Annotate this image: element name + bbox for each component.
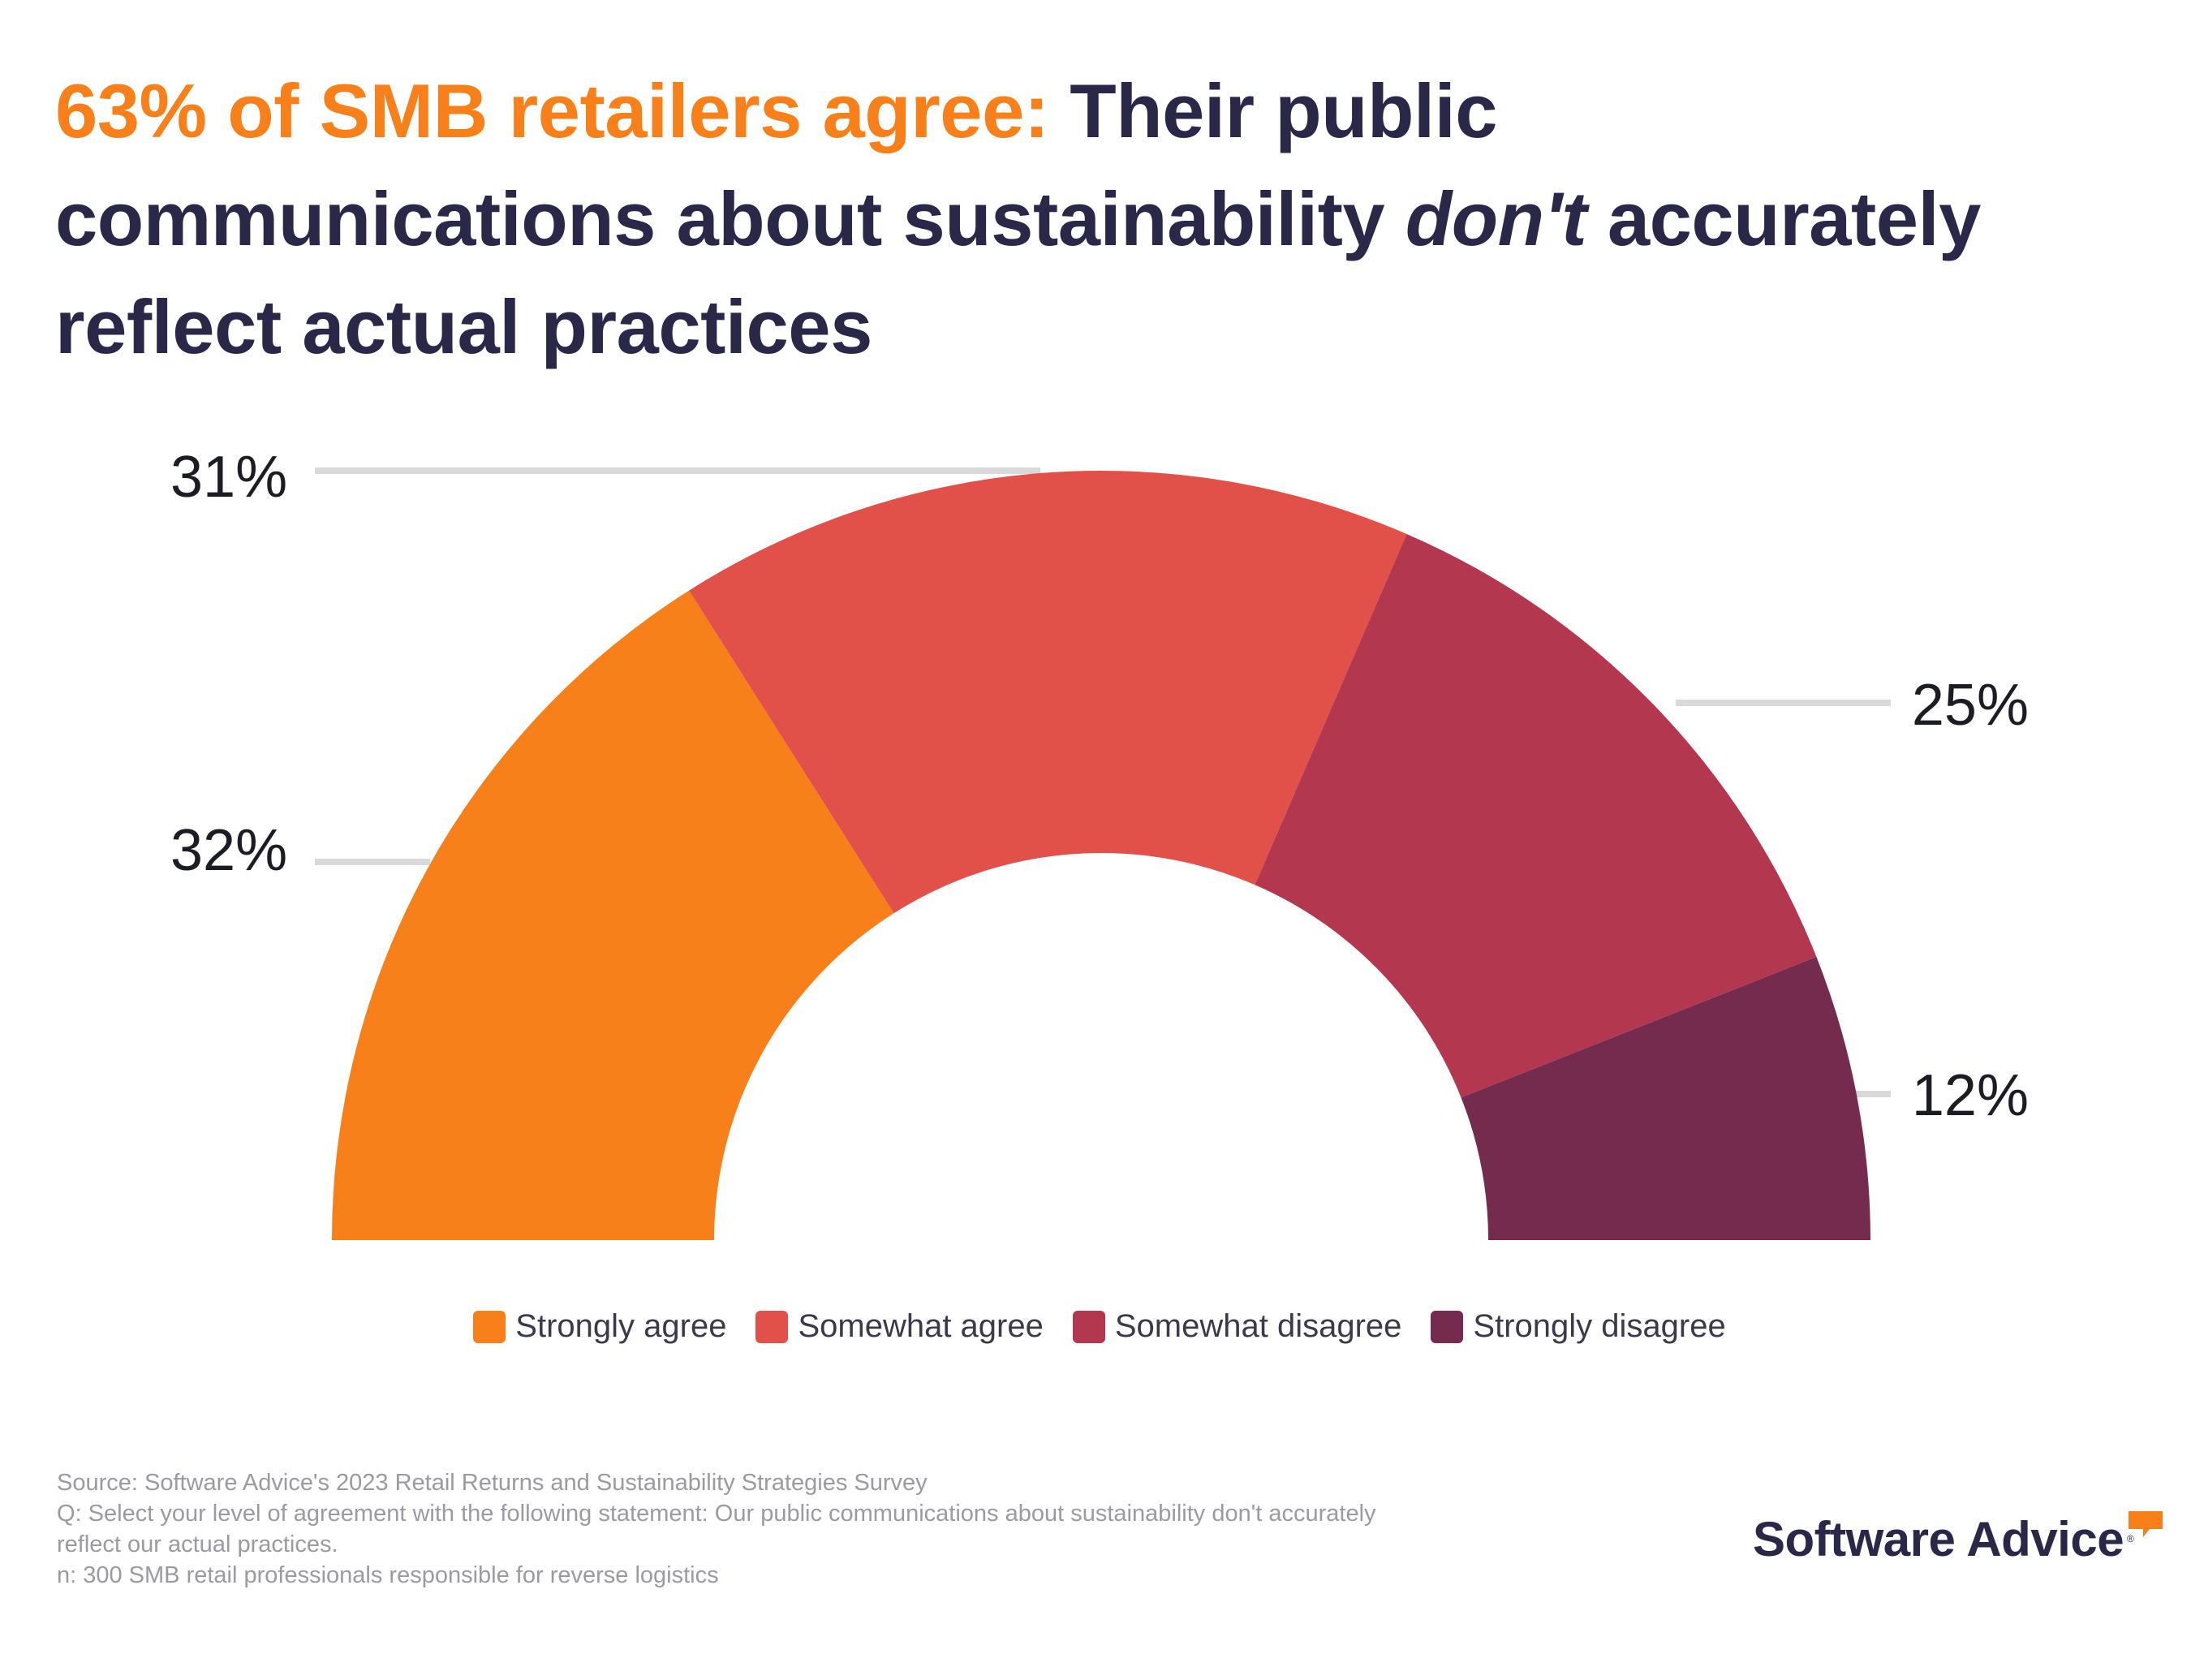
brand-logo: Software Advice ®	[1753, 1511, 2166, 1568]
legend-item-somewhat-disagree[interactable]: Somewhat disagree	[1072, 1308, 1402, 1345]
legend-item-strongly-agree[interactable]: Strongly agree	[473, 1308, 726, 1345]
legend-label: Strongly agree	[515, 1308, 727, 1344]
legend-label: Somewhat disagree	[1114, 1308, 1402, 1344]
footnote-question-line-2: reflect our actual practices.	[57, 1531, 338, 1557]
legend-label: Somewhat agree	[798, 1308, 1044, 1344]
slice-somewhat-disagree	[1255, 533, 1817, 1098]
headline-text-part-1: Their public communications about sustai…	[55, 68, 1497, 261]
footnote-sample: n: 300 SMB retail professionals responsi…	[57, 1562, 719, 1588]
headline-text-part-2: accurately reflect actual practices	[55, 176, 1981, 369]
value-label-strongly-agree: 32%	[170, 818, 287, 883]
legend-item-somewhat-agree[interactable]: Somewhat agree	[755, 1308, 1044, 1345]
slice-strongly-disagree	[1461, 957, 1870, 1240]
legend-label: Strongly disagree	[1473, 1308, 1726, 1344]
chart-headline: 63% of SMB retailers agree: Their public…	[55, 57, 2116, 381]
speech-bubble-icon: ®	[2127, 1511, 2163, 1544]
footnote-question-line-1: Q: Select your level of agreement with t…	[57, 1501, 1376, 1527]
registered-mark: ®	[2127, 1533, 2134, 1544]
footnote-source: Source: Software Advice's 2023 Retail Re…	[57, 1470, 928, 1496]
legend-swatch	[473, 1310, 506, 1343]
legend-swatch	[1431, 1310, 1464, 1343]
brand-name: Software Advice	[1753, 1512, 2124, 1566]
leader-lines	[315, 467, 1891, 1097]
footnote: Source: Software Advice's 2023 Retail Re…	[57, 1467, 1599, 1591]
value-label-strongly-disagree: 12%	[1912, 1063, 2029, 1128]
slice-somewhat-agree	[689, 471, 1407, 914]
value-labels: 32% 31% 25% 12%	[170, 445, 2029, 1128]
value-label-somewhat-agree: 31%	[170, 445, 287, 510]
headline-highlight: 63% of SMB retailers agree:	[55, 68, 1049, 153]
chart-legend: Strongly agree Somewhat agree Somewhat dis…	[0, 1308, 2191, 1345]
slice-strongly-agree	[332, 590, 894, 1240]
legend-item-strongly-disagree[interactable]: Strongly disagree	[1431, 1308, 1726, 1345]
headline-emphasis: don't	[1405, 176, 1587, 261]
chart-slices	[332, 471, 1870, 1240]
value-label-somewhat-disagree: 25%	[1912, 673, 2029, 738]
legend-swatch	[1072, 1310, 1105, 1343]
legend-swatch	[755, 1310, 789, 1343]
